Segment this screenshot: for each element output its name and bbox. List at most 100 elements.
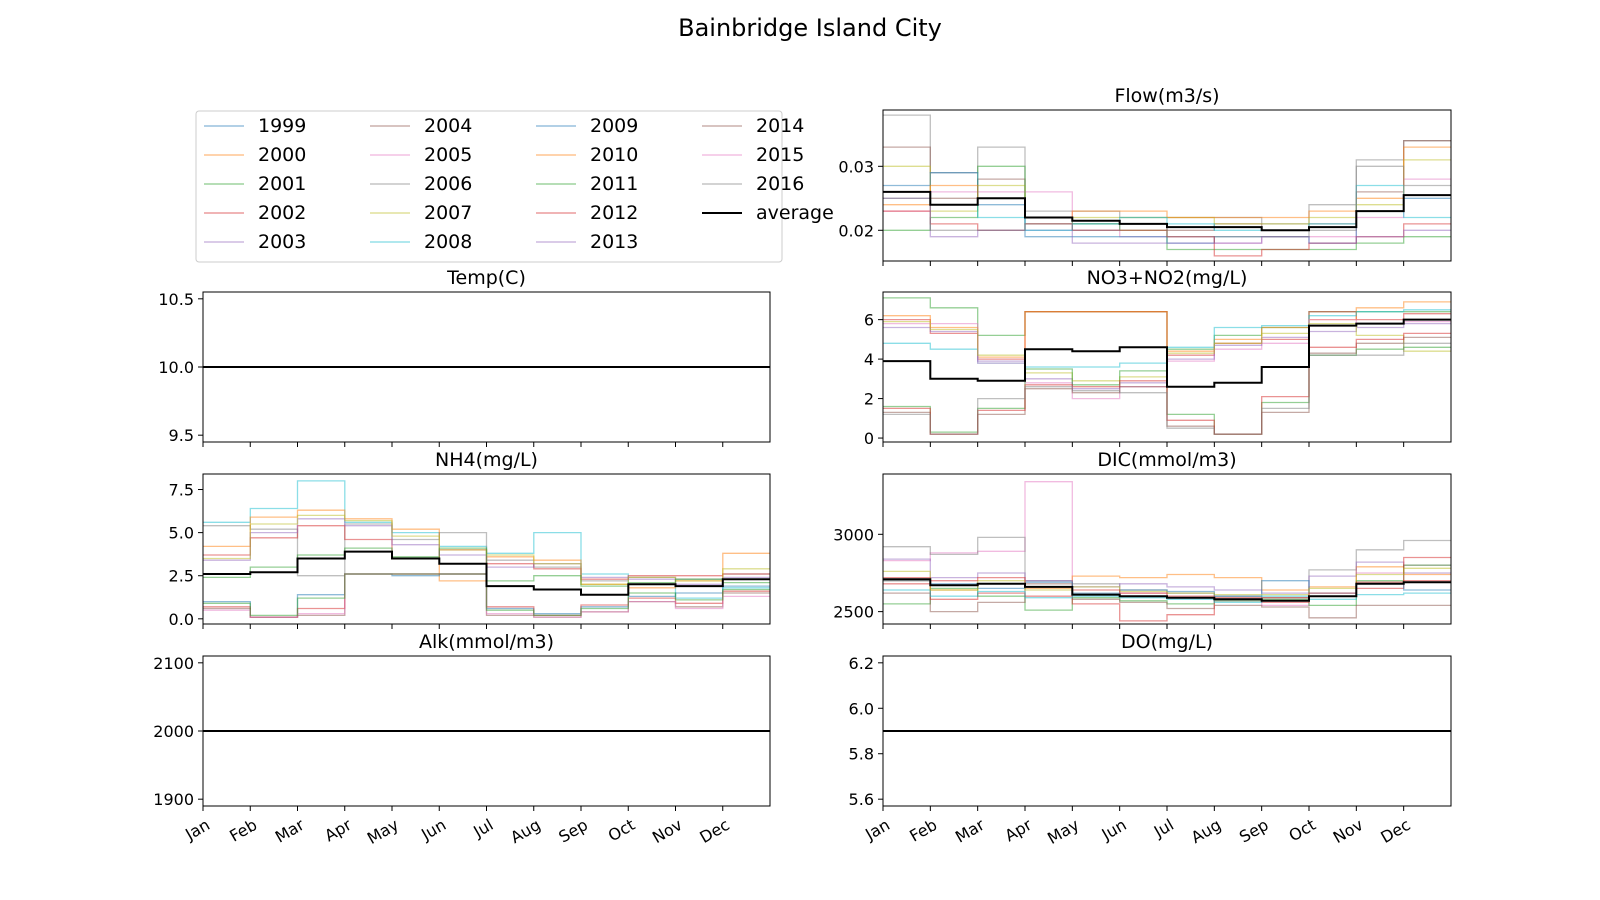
- y-tick-label: 6.0: [849, 699, 874, 718]
- y-tick-label: 4: [864, 350, 874, 369]
- legend-entry: 2016: [702, 173, 804, 195]
- x-tick-label: Apr: [1002, 815, 1036, 846]
- x-tick-label: Dec: [696, 815, 732, 847]
- x-tick-label: May: [1044, 815, 1082, 848]
- y-tick-label: 9.5: [169, 426, 194, 445]
- x-tick-label: Nov: [1330, 815, 1367, 847]
- series-line-2006: [883, 114, 1451, 225]
- legend-label: 2012: [590, 202, 638, 224]
- legend-entry: 2002: [204, 202, 306, 224]
- legend-entry: 2008: [370, 231, 472, 253]
- y-tick-label: 2000: [153, 722, 194, 741]
- legend: 1999 2004 2009 2014 2000 2005 2010 2015 2001 2006…: [195, 110, 834, 263]
- x-tick-label: Mar: [272, 815, 308, 847]
- panel-dic: DIC(mmol/m3) 2500 3000: [833, 449, 1452, 629]
- y-tick-label: 2100: [153, 654, 194, 673]
- y-tick-label: 6.2: [849, 654, 874, 673]
- y-tick-label: 2500: [833, 603, 874, 622]
- legend-label: 2005: [424, 144, 472, 166]
- x-tick-label: Feb: [226, 815, 260, 846]
- x-tick-label: Sep: [1236, 815, 1272, 847]
- legend-label: 2011: [590, 173, 638, 195]
- legend-entry: 2015: [702, 144, 804, 166]
- series-line-average: [883, 578, 1451, 602]
- x-tick-label: Mar: [952, 815, 988, 847]
- plot-area: [883, 481, 1451, 622]
- y-tick-label: 0.0: [169, 610, 194, 629]
- legend-label: 2009: [590, 115, 638, 137]
- panel-flow: Flow(m3/s) 0.02 0.03: [838, 85, 1452, 266]
- series-line-2011: [203, 573, 770, 617]
- series-line-2010: [883, 146, 1451, 219]
- legend-entry: 2005: [370, 144, 472, 166]
- series-line-2006: [883, 342, 1451, 435]
- x-tick-label: Feb: [906, 815, 940, 846]
- legend-label: 2016: [756, 173, 804, 195]
- legend-entry: 2006: [370, 173, 472, 195]
- x-tick-label: Jul: [1150, 815, 1177, 842]
- y-tick-label: 6: [864, 311, 874, 330]
- legend-entry: 2014: [702, 115, 804, 137]
- series-line-average: [883, 190, 1451, 232]
- legend-entry: 2004: [370, 115, 472, 137]
- legend-entry: average: [702, 202, 834, 224]
- y-tick-label: 7.5: [169, 481, 194, 500]
- x-tick-label: Aug: [1188, 815, 1225, 847]
- y-tick-label: 5.0: [169, 524, 194, 543]
- plot-area: [883, 114, 1451, 257]
- legend-label: 2001: [258, 173, 306, 195]
- legend-label: 2007: [424, 202, 472, 224]
- y-tick-label: 2.5: [169, 567, 194, 586]
- legend-entry: 2003: [204, 231, 306, 253]
- legend-entry: 2007: [370, 202, 472, 224]
- legend-label: 2010: [590, 144, 638, 166]
- plot-area: [883, 297, 1451, 435]
- panel-title: DIC(mmol/m3): [1097, 449, 1236, 471]
- y-tick-label: 5.8: [849, 745, 874, 764]
- legend-label: 2008: [424, 231, 472, 253]
- panel-title: NO3+NO2(mg/L): [1087, 267, 1248, 289]
- panel-title: DO(mg/L): [1121, 631, 1213, 653]
- panel-title: Temp(C): [446, 267, 526, 289]
- x-tick-label: Dec: [1377, 815, 1413, 847]
- x-tick-label: Apr: [321, 815, 355, 846]
- x-tick-label: Jul: [469, 815, 496, 842]
- y-tick-label: 0.03: [838, 157, 874, 176]
- legend-label: 2015: [756, 144, 804, 166]
- legend-label: 2003: [258, 231, 306, 253]
- legend-entry: 1999: [204, 115, 306, 137]
- x-tick-label: Nov: [649, 815, 686, 847]
- series-line-2003: [883, 558, 1451, 594]
- y-tick-label: 0: [864, 429, 874, 448]
- y-tick-label: 5.6: [849, 790, 874, 809]
- panel-alk: Alk(mmol/m3) 1900 2000 2100 Jan Feb Mar Apr May J…: [153, 631, 771, 848]
- legend-label: 2002: [258, 202, 306, 224]
- x-tick-label: Jan: [861, 815, 893, 844]
- plot-area: [203, 480, 770, 618]
- panel-do: DO(mg/L) 5.6 5.8 6.0 6.2 Jan Feb Mar Apr May Jun Ju…: [849, 631, 1452, 848]
- legend-entry: 2010: [536, 144, 638, 166]
- figure-title: Bainbridge Island City: [678, 14, 942, 42]
- legend-label: 2006: [424, 173, 472, 195]
- legend-label: 2013: [590, 231, 638, 253]
- legend-label: 2014: [756, 115, 804, 137]
- series-line-average: [883, 318, 1451, 388]
- legend-label: 1999: [258, 115, 306, 137]
- legend-entry: 2001: [204, 173, 306, 195]
- x-tick-label: May: [364, 815, 402, 848]
- legend-entry: 2000: [204, 144, 306, 166]
- y-tick-label: 2: [864, 390, 874, 409]
- panel-title: NH4(mg/L): [435, 449, 538, 471]
- panel-temp: Temp(C) 9.5 10.0 10.5: [158, 267, 771, 447]
- legend-entry: 2012: [536, 202, 638, 224]
- legend-entry: 2013: [536, 231, 638, 253]
- x-tick-label: Aug: [507, 815, 544, 847]
- legend-label: 2004: [424, 115, 472, 137]
- legend-label: average: [756, 202, 834, 224]
- legend-entry: 2011: [536, 173, 638, 195]
- y-tick-label: 1900: [153, 790, 194, 809]
- legend-frame: [195, 110, 783, 263]
- series-line-2004: [883, 583, 1451, 619]
- panel-title: Flow(m3/s): [1114, 85, 1219, 107]
